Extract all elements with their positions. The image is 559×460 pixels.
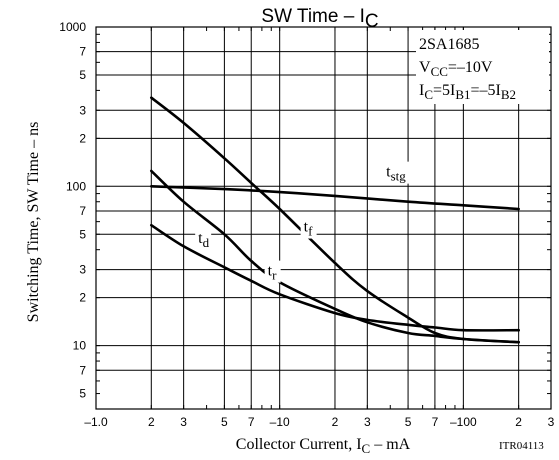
curve-label-main: t	[386, 164, 391, 181]
condition-main: I	[419, 82, 424, 99]
y-tick-label: 100	[66, 179, 86, 193]
x-tick-label: 5	[405, 415, 412, 429]
curve-label-bg	[195, 228, 212, 251]
series-tr-line	[150, 169, 520, 344]
curve-label-text: tr	[268, 263, 277, 283]
curve-label-tstg: tstg	[383, 161, 416, 184]
curve-label-sub: d	[203, 235, 210, 250]
x-axis-label: Collector Current, IC – mA	[236, 436, 411, 456]
condition-main: 2SA1685	[419, 36, 479, 53]
curve-label-bg	[264, 260, 281, 283]
curve-label-td: td	[195, 228, 212, 251]
series-tf-line	[150, 96, 520, 344]
curve-label-sub: r	[272, 268, 277, 283]
curve-label-main: t	[198, 230, 203, 247]
curve-label-sub: f	[308, 224, 313, 239]
y-tick-label: 3	[79, 263, 86, 277]
x-axis-label-main: Collector Current, I	[236, 436, 362, 453]
x-tick-label: 2	[148, 415, 155, 429]
condition-main: V	[419, 59, 431, 76]
conditions-box: 2SA1685 VCC=–10V IC=5IB1=–5IB2	[416, 30, 549, 104]
x-axis-label-sub: C	[362, 441, 371, 456]
y-tick-label: 5	[79, 68, 86, 82]
condition-line: 2SA1685	[419, 36, 479, 53]
condition-tail: =5I	[433, 82, 455, 99]
y-tick-label: 7	[79, 45, 86, 59]
x-tick-label: 2	[515, 415, 522, 429]
x-tick-label: 3	[548, 415, 555, 429]
curve-label-tf: tf	[300, 216, 317, 239]
curve-label-main: t	[304, 219, 309, 236]
x-tick-label: –10	[270, 415, 290, 429]
condition-line: VCC=–10V	[419, 59, 493, 79]
chart-title-main: SW Time – I	[261, 6, 364, 27]
y-tick-label: 2	[79, 131, 86, 145]
curve-label-text: tstg	[386, 164, 406, 184]
x-tick-label: 7	[248, 415, 255, 429]
y-tick-label: 5	[79, 227, 86, 241]
x-tick-label: 2	[332, 415, 339, 429]
x-tick-label: –1.0	[84, 415, 108, 429]
condition-tail2: =–5I	[471, 82, 501, 99]
x-tick-label: –100	[450, 415, 477, 429]
y-tick-label: 5	[79, 387, 86, 401]
curve-label-text: tf	[304, 219, 313, 239]
curve-label-bg	[300, 216, 317, 239]
y-tick-label: 10	[73, 339, 87, 353]
condition-sub3: B2	[501, 87, 516, 102]
condition-sub: C	[424, 87, 433, 102]
curve-label-main: t	[268, 263, 273, 280]
y-tick-label: 1000	[59, 20, 86, 34]
x-tick-label: 7	[432, 415, 439, 429]
y-tick-label: 7	[79, 204, 86, 218]
y-axis-label: Switching Time, SW Time – ns	[25, 122, 42, 323]
y-tick-label: 2	[79, 291, 86, 305]
condition-tail: =–10V	[448, 59, 493, 76]
series-td-line	[150, 223, 520, 332]
x-axis-label-tail: – mA	[370, 436, 410, 453]
x-tick-label: 5	[221, 415, 228, 429]
curve-label-tr: tr	[264, 260, 281, 283]
condition-line: IC=5IB1=–5IB2	[419, 82, 516, 102]
curve-label-bg	[383, 161, 416, 184]
curve-label-text: td	[198, 230, 209, 250]
condition-sub: CC	[431, 64, 448, 79]
y-tick-label: 7	[79, 363, 86, 377]
curve-label-sub: stg	[391, 169, 407, 184]
series-tstg-line	[150, 185, 520, 211]
chart-title: SW Time – IC	[261, 6, 378, 32]
condition-sub2: B1	[455, 87, 470, 102]
figure-code: ITR04113	[499, 440, 544, 452]
plot-frame	[95, 26, 552, 410]
y-tick-label: 3	[79, 103, 86, 117]
x-tick-label: 3	[364, 415, 371, 429]
conditions-bg	[416, 30, 549, 104]
x-tick-label: 3	[180, 415, 187, 429]
